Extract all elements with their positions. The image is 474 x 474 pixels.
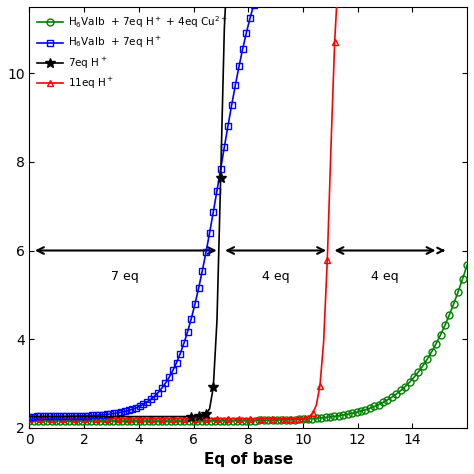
Text: 4 eq: 4 eq xyxy=(262,271,290,283)
X-axis label: Eq of base: Eq of base xyxy=(204,452,293,467)
Text: 4 eq: 4 eq xyxy=(371,271,399,283)
Text: 7 eq: 7 eq xyxy=(111,271,139,283)
Legend: H$_6$Valb  + 7eq H$^+$ + 4eq Cu$^{2+}$, H$_6$Valb  + 7eq H$^+$, 7eq H$^+$, 11eq : H$_6$Valb + 7eq H$^+$ + 4eq Cu$^{2+}$, H… xyxy=(33,10,232,95)
